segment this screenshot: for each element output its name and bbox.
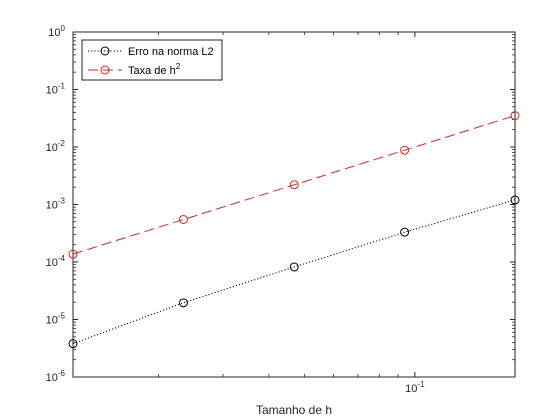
data-point [400,227,410,237]
x-axis-label: Tamanho de h [256,403,332,417]
series-line-1 [72,199,516,345]
legend-label-1: Erro na norma L2 [128,46,214,58]
data-point [178,298,188,308]
legend: Erro na norma L2 Taxa de h2 [81,39,223,81]
y-tick-label: 10-1 [46,82,66,97]
series-layer [68,111,520,349]
data-point [510,111,520,121]
data-point [510,195,520,205]
y-tick-label: 10-6 [46,369,66,384]
y-tick-label: 10-2 [46,139,66,154]
series-line-2 [72,115,516,255]
legend-label-2: Taxa de h2 [128,62,181,77]
data-point [68,249,78,259]
plot-area [72,31,516,378]
x-tick-label: 10-1 [405,380,425,395]
data-point [400,145,410,155]
data-point [289,262,299,272]
data-point [289,180,299,190]
axis-ticks: 10-6 10-5 10-4 10-3 10-2 10-1 100 10-1 [46,24,515,395]
y-tick-label: 10-5 [46,312,66,327]
legend-marker [100,65,110,75]
data-point [178,214,188,224]
legend-marker [100,46,110,56]
y-tick-label: 100 [48,24,65,39]
data-point [68,339,78,349]
y-tick-label: 10-4 [46,254,66,269]
y-tick-label: 10-3 [46,197,66,212]
